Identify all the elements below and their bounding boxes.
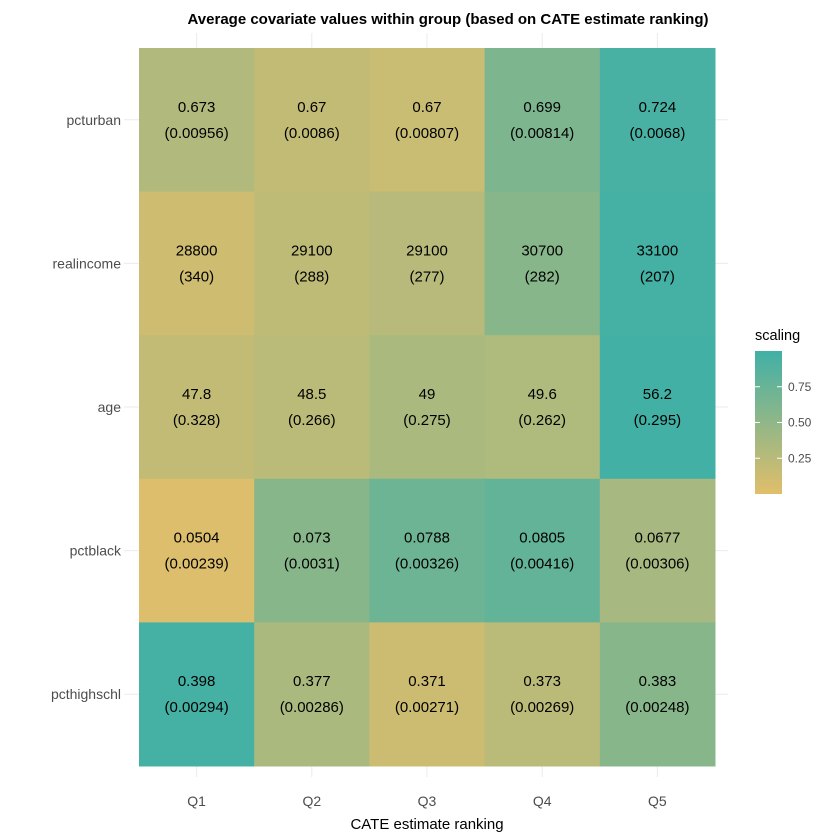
heatmap-cell	[139, 48, 255, 193]
cell-value-label: 29100	[291, 242, 333, 259]
heatmap-cell	[484, 335, 601, 480]
heatmap-cell	[139, 622, 255, 767]
cell-value-label: 0.0677	[634, 530, 680, 547]
cell-value-label: 49.6	[528, 386, 557, 403]
y-axis-tick-labels: pcturban realincome age pctblack pcthighschl	[51, 112, 122, 702]
x-tick-label: Q2	[302, 793, 321, 809]
cell-se-label: (0.00294)	[164, 699, 228, 716]
cell-value-label: 0.0504	[174, 530, 220, 547]
legend-tick-label: 0.50	[788, 416, 812, 430]
heatmap-cell	[369, 191, 486, 336]
heatmap-cell	[369, 335, 486, 480]
chart-title: Average covariate values within group (b…	[188, 11, 709, 28]
x-tick-label: Q4	[533, 793, 552, 809]
cell-value-label: 56.2	[643, 386, 672, 403]
cell-se-label: (0.00239)	[164, 556, 228, 573]
cell-se-label: (0.00271)	[395, 699, 459, 716]
cell-se-label: (0.00326)	[395, 556, 459, 573]
cell-se-label: (0.00286)	[280, 699, 344, 716]
cell-value-label: 0.0805	[519, 530, 565, 547]
cell-value-label: 0.67	[412, 99, 441, 116]
cell-value-label: 0.383	[639, 673, 677, 690]
y-tick-label: age	[98, 399, 122, 415]
x-tick-label: Q1	[187, 793, 206, 809]
cell-value-label: 30700	[521, 242, 563, 259]
cell-se-label: (0.00248)	[625, 699, 689, 716]
heatmap-cell	[599, 48, 716, 193]
cell-value-label: 0.373	[523, 673, 561, 690]
cell-value-label: 28800	[176, 242, 218, 259]
cell-se-label: (0.0068)	[629, 125, 685, 142]
cell-se-label: (0.328)	[173, 412, 221, 429]
cell-se-label: (0.00306)	[625, 556, 689, 573]
x-axis-tick-labels: Q1 Q2 Q3 Q4 Q5	[187, 793, 667, 809]
heatmap-cell	[484, 191, 601, 336]
cell-value-label: 33100	[637, 242, 679, 259]
cell-se-label: (0.262)	[518, 412, 566, 429]
heatmap-cell	[139, 478, 255, 623]
heatmap-cell	[139, 191, 255, 336]
cell-se-label: (0.275)	[403, 412, 451, 429]
y-tick-label: realincome	[53, 255, 122, 271]
cell-value-label: 0.673	[178, 99, 216, 116]
y-tick-label: pcthighschl	[51, 686, 121, 702]
x-tick-label: Q3	[418, 793, 437, 809]
heatmap-cell	[254, 478, 370, 623]
cell-se-label: (0.295)	[634, 412, 682, 429]
legend-tick-label: 0.25	[788, 451, 812, 465]
cell-value-label: 0.377	[293, 673, 331, 690]
cell-se-label: (0.00956)	[164, 125, 228, 142]
heatmap-cell	[254, 191, 370, 336]
cell-value-label: 47.8	[182, 386, 211, 403]
cell-value-label: 0.67	[297, 99, 326, 116]
heatmap-cell	[599, 335, 716, 480]
heatmap-cell	[599, 478, 716, 623]
cell-se-label: (282)	[525, 268, 560, 285]
cell-se-label: (0.0086)	[284, 125, 340, 142]
x-axis-title: CATE estimate ranking	[350, 816, 503, 833]
cell-value-label: 49	[419, 386, 436, 403]
heatmap-cell	[484, 48, 601, 193]
cell-value-label: 0.0788	[404, 530, 450, 547]
cell-se-label: (0.0031)	[284, 556, 340, 573]
cell-se-label: (340)	[179, 268, 214, 285]
cell-value-label: 29100	[406, 242, 448, 259]
cell-value-label: 0.398	[178, 673, 216, 690]
heatmap-cell	[254, 335, 370, 480]
heatmap-cell	[599, 191, 716, 336]
cell-se-label: (288)	[294, 268, 329, 285]
heatmap-cell	[254, 48, 370, 193]
cell-se-label: (0.00814)	[510, 125, 574, 142]
legend: scaling 0.75 0.50 0.25	[755, 328, 812, 494]
cell-value-label: 0.699	[523, 99, 561, 116]
heatmap-cells: 0.673 (0.00956) 0.67 (0.0086) 0.67 (0.00807) 0…	[139, 48, 716, 767]
cell-value-label: 0.371	[408, 673, 446, 690]
heatmap-cell	[599, 622, 716, 767]
cell-se-label: (0.00416)	[510, 556, 574, 573]
heatmap-cell	[369, 622, 486, 767]
heatmap-cell	[254, 622, 370, 767]
y-tick-label: pctblack	[70, 543, 122, 559]
cell-se-label: (0.00807)	[395, 125, 459, 142]
cell-value-label: 0.073	[293, 530, 331, 547]
legend-title: scaling	[755, 328, 800, 344]
cell-se-label: (207)	[640, 268, 675, 285]
y-tick-label: pcturban	[67, 112, 121, 128]
cell-se-label: (0.00269)	[510, 699, 574, 716]
heatmap-cell	[369, 478, 486, 623]
heatmap-cell	[484, 478, 601, 623]
cell-value-label: 0.724	[639, 99, 677, 116]
x-tick-label: Q5	[648, 793, 667, 809]
heatmap-cell	[369, 48, 486, 193]
cell-se-label: (0.266)	[288, 412, 336, 429]
heatmap-cell	[484, 622, 601, 767]
heatmap-cell	[139, 335, 255, 480]
cell-se-label: (277)	[409, 268, 444, 285]
cell-value-label: 48.5	[297, 386, 326, 403]
legend-tick-label: 0.75	[788, 380, 812, 394]
